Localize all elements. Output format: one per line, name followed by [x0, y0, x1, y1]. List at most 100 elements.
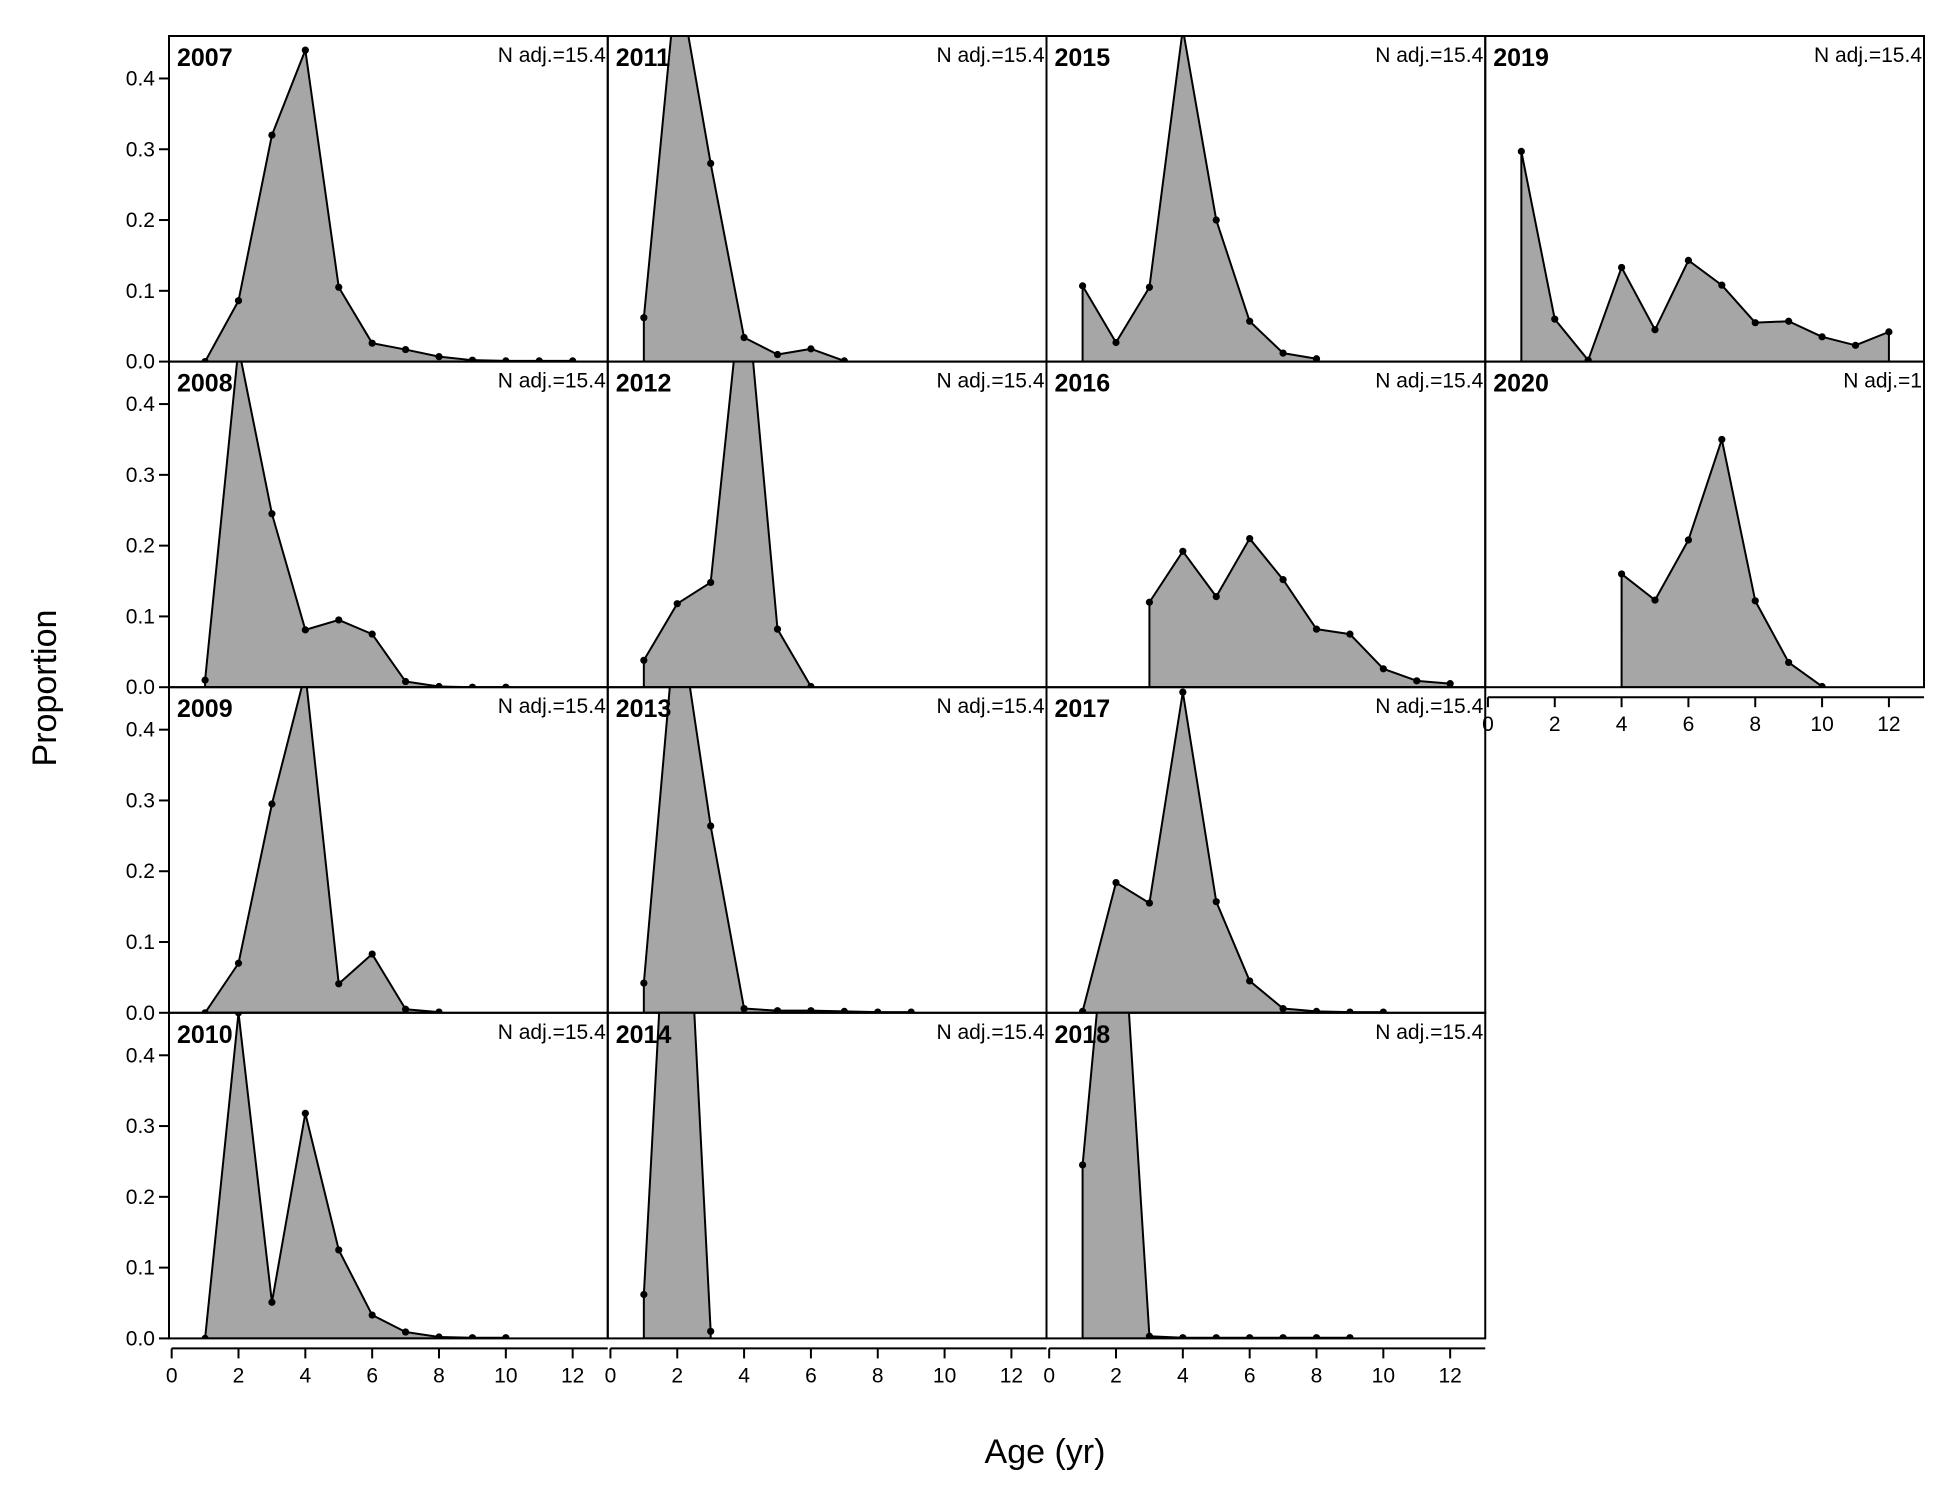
data-point: [707, 822, 715, 830]
area-fill: [1520, 150, 1890, 362]
data-point: [435, 1008, 443, 1013]
annotation-group: N adj.=15.4: [937, 370, 1045, 393]
x-tick-label: 0: [166, 1364, 178, 1387]
y-tick-label: 0.1: [126, 931, 155, 954]
y-tick-label: 0.2: [126, 860, 155, 883]
annotation-group: N adj.=15.4: [498, 695, 606, 718]
data-point: [1584, 356, 1592, 362]
data-point: [1785, 317, 1793, 325]
data-point: [435, 353, 443, 361]
data-point: [1346, 1334, 1354, 1339]
data-point: [1785, 658, 1793, 667]
data-point: [1212, 898, 1220, 906]
data-point: [1413, 677, 1421, 685]
x-axis-title: Age (yr): [985, 1433, 1106, 1471]
x-tick-label: 12: [1877, 713, 1900, 736]
data-point: [368, 339, 376, 347]
annotation: N adj.=15.4: [937, 370, 1045, 393]
y-tick-label: 0.4: [126, 393, 156, 416]
x-tick-label: 4: [1616, 713, 1628, 736]
panel-frame: [1484, 360, 1925, 689]
data-point: [740, 1004, 748, 1013]
annotation: N adj.=15.4: [1814, 44, 1922, 67]
data-point: [201, 676, 209, 684]
data-point: [335, 1246, 343, 1254]
panel-title: 2007: [177, 44, 233, 72]
data-point: [1818, 333, 1826, 341]
data-point: [1312, 625, 1321, 633]
x-tick-label: 6: [366, 1364, 378, 1387]
panel-title: 2014: [616, 1021, 672, 1049]
data-point: [707, 578, 715, 587]
data-point: [1346, 630, 1354, 638]
y-tick-label: 0.3: [126, 789, 155, 812]
y-tick-label: 0.3: [126, 1115, 155, 1138]
data-point: [1246, 977, 1254, 985]
y-tick-label: 0.0: [126, 1002, 155, 1025]
area-fill: [1081, 691, 1385, 1013]
data-point: [368, 950, 376, 958]
data-point: [1212, 592, 1220, 601]
data-point: [368, 1311, 376, 1319]
data-point: [535, 357, 543, 362]
annotation-group: N adj.=15.4: [937, 695, 1045, 718]
data-point: [1279, 1004, 1287, 1013]
area-fill: [642, 36, 846, 362]
annotation: N adj.=15.4: [498, 1021, 606, 1044]
y-axis-title: Proportion: [26, 610, 64, 767]
data-point: [707, 159, 715, 168]
data-point: [840, 1007, 848, 1013]
annotation: N adj.=15.4: [1375, 1021, 1483, 1044]
data-point: [807, 682, 815, 688]
area-fill: [1148, 537, 1452, 688]
data-point: [335, 616, 343, 624]
y-tick-label: 0.4: [126, 719, 156, 742]
y-tick-label: 0.4: [126, 67, 156, 90]
annotation-group: N adj.=15.4: [498, 1021, 606, 1044]
data-point: [435, 682, 443, 688]
panel-title: 2012: [616, 370, 672, 398]
panel: [1617, 435, 1826, 688]
x-tick-label: 8: [433, 1364, 445, 1387]
y-tick-label: 0.0: [126, 1327, 155, 1350]
data-point: [1246, 534, 1254, 543]
panel: [201, 46, 577, 362]
area-fill: [204, 49, 574, 362]
annotation-group: N adj.=1: [1843, 370, 1922, 393]
data-point: [1246, 317, 1254, 325]
data-point: [840, 357, 848, 362]
panel: [1145, 534, 1454, 688]
annotation-group: N adj.=15.4: [1814, 44, 1922, 67]
area-fill: [1620, 438, 1824, 688]
data-point: [640, 314, 648, 322]
data-point: [1279, 576, 1287, 584]
panel-title: 2011: [616, 44, 670, 72]
data-point: [502, 357, 510, 362]
panel: [1078, 36, 1321, 362]
annotation: N adj.=15.4: [1375, 44, 1483, 67]
data-point: [301, 626, 309, 634]
data-point: [740, 259, 747, 266]
data-point: [1851, 341, 1860, 349]
panel: [201, 687, 443, 1013]
annotation: N adj.=15.4: [498, 44, 606, 67]
data-point: [1112, 804, 1119, 811]
data-point: [1312, 1007, 1321, 1013]
data-point: [301, 46, 309, 54]
data-point: [1346, 1008, 1354, 1013]
data-point: [874, 1008, 882, 1013]
x-tick-label: 4: [1177, 1364, 1189, 1387]
x-tick-label: 0: [1482, 713, 1494, 736]
panel-frame: [1045, 1011, 1487, 1340]
data-point: [435, 1333, 443, 1339]
x-tick-label: 0: [1043, 1364, 1055, 1387]
data-point: [1179, 547, 1187, 555]
data-point: [773, 625, 782, 633]
data-point: [1078, 1007, 1087, 1013]
data-point: [1145, 1332, 1154, 1339]
data-point: [401, 1328, 410, 1336]
x-tick-label: 6: [1683, 713, 1695, 736]
data-point: [401, 345, 410, 354]
data-point: [1112, 338, 1120, 347]
